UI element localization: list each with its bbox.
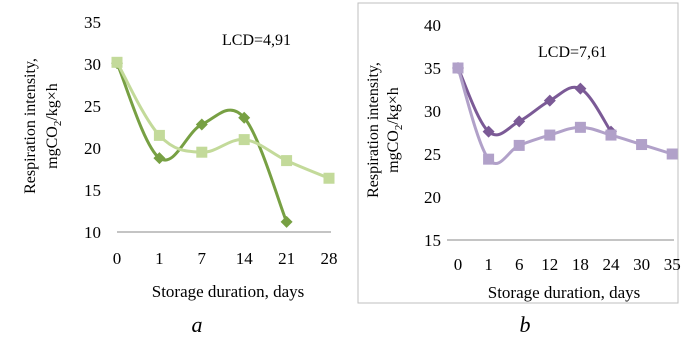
panel-b-series-1-point — [482, 125, 495, 138]
panel-a-series-1-point — [280, 215, 293, 228]
chart-panel-b: 15 20 25 30 35 40 0 1 6 12 18 24 30 35 LCD=7,61 Stora… — [357, 2, 681, 337]
panel-b-x-tick-label: 12 — [541, 255, 558, 274]
panel-b-y-tick-label: 40 — [424, 16, 441, 35]
panel-a-y-tick-label: 10 — [84, 223, 101, 242]
panel-label-b: b — [520, 312, 531, 337]
panel-b-series-2-point — [574, 121, 586, 133]
panel-b-x-tick-label: 6 — [515, 255, 524, 274]
y-axis-title-b-line1: Respiration intensity, — [365, 62, 382, 198]
panel-a-x-tick-label: 7 — [198, 249, 207, 268]
panel-a-x-tick-label: 28 — [321, 249, 338, 268]
panel-a-x-tick-label: 1 — [155, 249, 164, 268]
panel-b-series-2-point — [452, 62, 464, 74]
panel-a-x-tick-label: 21 — [278, 249, 295, 268]
panel-a-series-2-point — [111, 56, 123, 68]
panel-b-x-tick-label: 18 — [572, 255, 589, 274]
panel-b-x-tick-label: 0 — [454, 255, 463, 274]
panel-a-series-1-point — [195, 118, 208, 131]
panel-a-series-1-point — [153, 152, 166, 165]
panel-b-series-1-line — [456, 66, 613, 137]
chart-panel-a: 10 15 20 25 30 35 0 1 7 14 21 28 LCD=4,91 Storage d… — [22, 13, 338, 337]
panel-a-series-2-point — [196, 146, 208, 158]
panel-b-series-1-point — [513, 115, 526, 128]
panel-b-series-2-point — [666, 148, 678, 160]
x-axis-title-b: Storage duration, days — [488, 283, 641, 302]
panel-b-series-1-point — [543, 94, 556, 107]
panel-b-series-2-point — [544, 129, 556, 141]
panel-a-x-tick-label: 14 — [236, 249, 254, 268]
panel-b-series-2-point — [513, 139, 525, 151]
panel-a-y-tick-label: 20 — [84, 139, 101, 158]
panel-a-series-2-point — [238, 134, 250, 146]
panel-a-series-2-line — [115, 60, 331, 180]
chart-frame-b — [357, 2, 679, 304]
panel-a-series-2-point — [281, 155, 293, 167]
y-axis-title-line2: mgCO2/kg×h — [44, 83, 64, 169]
panel-b-x-tick-label: 1 — [484, 255, 493, 274]
panel-a-y-tick-label: 25 — [84, 97, 101, 116]
panel-b-series-2-point — [636, 139, 648, 151]
panel-label-a: a — [192, 312, 203, 337]
panel-b-y-tick-label: 20 — [424, 188, 441, 207]
panel-a-y-tick-label: 35 — [84, 13, 101, 32]
panel-b-x-tick-label: 35 — [664, 255, 681, 274]
panel-a-y-tick-label: 15 — [84, 181, 101, 200]
panel-a-series-2-point — [153, 129, 165, 141]
panel-b-series-2-point — [483, 153, 495, 165]
lcd-annotation-b: LCD=7,61 — [538, 44, 607, 61]
y-axis-title-b-line2: mgCO2/kg×h — [385, 87, 405, 173]
panel-b-x-tick-label: 24 — [603, 255, 621, 274]
panel-a-series-2-point — [323, 172, 335, 184]
panel-b-series-2-point — [605, 129, 617, 141]
panel-a-series-1-line — [115, 61, 289, 224]
lcd-annotation: LCD=4,91 — [222, 32, 291, 49]
x-axis-title: Storage duration, days — [152, 282, 305, 301]
panel-a-x-tick-label: 0 — [113, 249, 122, 268]
panel-b-y-tick-label: 25 — [424, 145, 441, 164]
panel-a-series-1-point — [238, 111, 251, 124]
panel-b-series-1-point — [574, 82, 587, 95]
panel-b-x-tick-label: 30 — [633, 255, 650, 274]
panel-b-y-tick-label: 35 — [424, 59, 441, 78]
panel-a-y-tick-label: 30 — [84, 55, 101, 74]
panel-b-y-tick-label: 15 — [424, 231, 441, 250]
panel-b-y-tick-label: 30 — [424, 102, 441, 121]
y-axis-title-line1: Respiration intensity, — [22, 58, 39, 194]
